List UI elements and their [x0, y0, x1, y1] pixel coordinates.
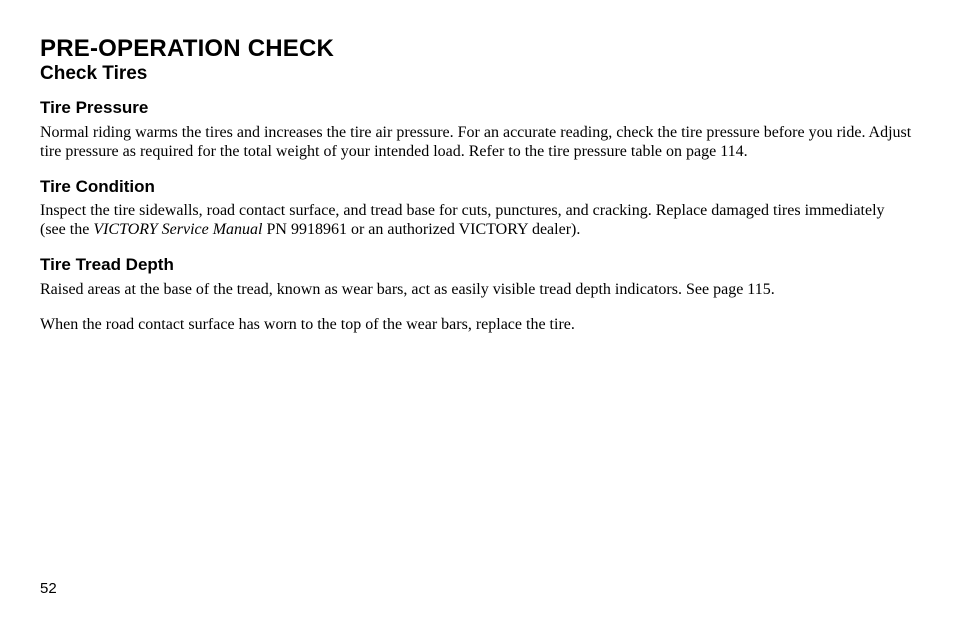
page-number: 52: [40, 580, 57, 597]
page-subtitle: Check Tires: [40, 64, 914, 85]
document-page: PRE-OPERATION CHECK Check Tires Tire Pre…: [0, 0, 954, 627]
body-tire-tread-1: Raised areas at the base of the tread, k…: [40, 281, 914, 300]
section-heading-tire-condition: Tire Condition: [40, 178, 914, 197]
body-tire-tread-2: When the road contact surface has worn t…: [40, 316, 914, 335]
body-tire-condition: Inspect the tire sidewalls, road contact…: [40, 202, 914, 240]
page-title: PRE-OPERATION CHECK: [40, 36, 914, 62]
body-tire-pressure: Normal riding warms the tires and increa…: [40, 124, 914, 162]
body-tire-condition-post: PN 9918961 or an authorized VICTORY deal…: [262, 221, 580, 238]
body-tire-condition-ital: VICTORY Service Manual: [93, 221, 262, 238]
section-heading-tire-tread-depth: Tire Tread Depth: [40, 256, 914, 275]
section-heading-tire-pressure: Tire Pressure: [40, 99, 914, 118]
